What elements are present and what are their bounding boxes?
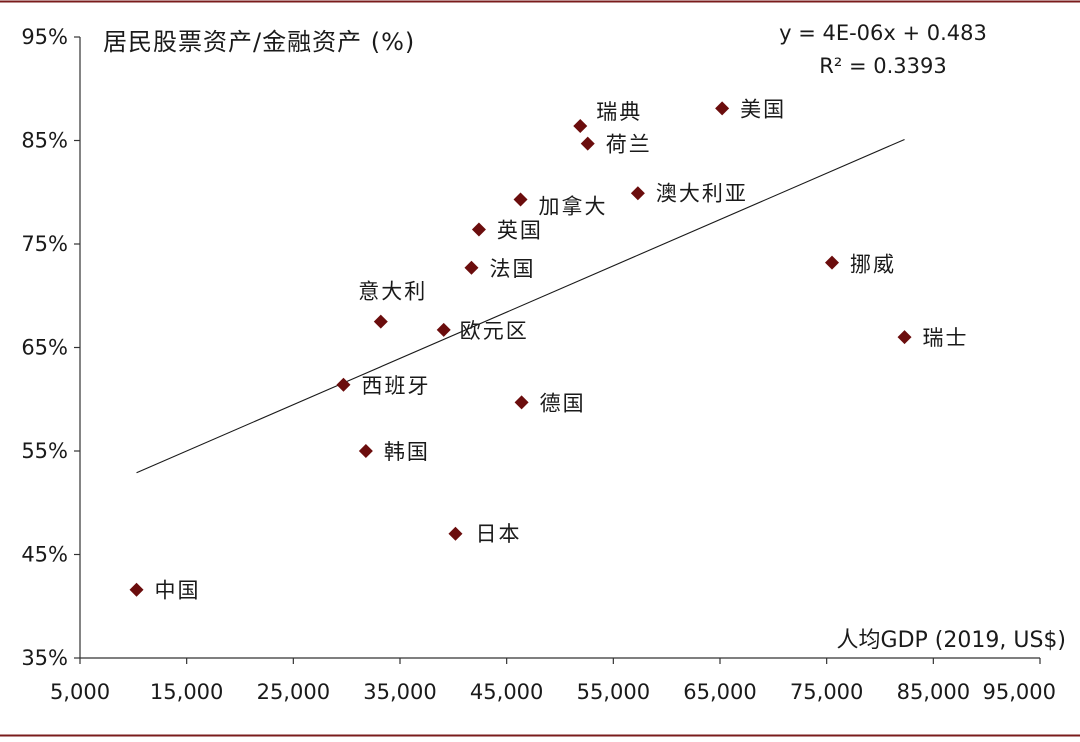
y-tick-label: 35% — [21, 646, 68, 670]
data-point: 英国 — [471, 219, 543, 243]
point-label: 法国 — [489, 257, 535, 281]
point-label: 澳大利亚 — [656, 181, 748, 205]
point-label: 荷兰 — [606, 133, 652, 157]
diamond-marker — [580, 136, 595, 151]
y-axis-title: 居民股票资产/金融资产 (%) — [103, 28, 415, 56]
y-tick-label: 75% — [21, 232, 68, 256]
x-tick-label: 5,000 — [50, 680, 110, 704]
diamond-marker — [825, 255, 839, 270]
diamond-marker — [514, 395, 529, 410]
y-tick-label: 55% — [21, 439, 68, 463]
point-label: 西班牙 — [361, 374, 430, 398]
data-point: 加拿大 — [513, 192, 608, 218]
diamond-marker — [630, 186, 645, 201]
x-tick-label: 45,000 — [470, 680, 543, 704]
data-point: 瑞士 — [897, 326, 969, 350]
diamond-marker — [448, 526, 463, 541]
diamond-marker — [513, 192, 528, 207]
x-axis-ticks: 5,000 15,000 25,000 35,000 45,000 55,000 65,00… — [50, 658, 1056, 704]
y-tick-label: 45% — [21, 543, 68, 567]
diamond-marker — [715, 101, 730, 116]
diamond-marker — [129, 582, 144, 597]
data-point: 德国 — [514, 391, 586, 415]
x-tick-label: 95,000 — [983, 680, 1056, 704]
data-point: 挪威 — [825, 253, 896, 277]
trendline-r-squared: R² = 0.3393 — [819, 54, 946, 78]
data-point: 意大利 — [358, 280, 427, 329]
y-axis-ticks: 35% 45% 55% 65% 75% 85% 95% — [21, 25, 80, 670]
data-point: 澳大利亚 — [630, 181, 748, 205]
point-label: 德国 — [540, 391, 586, 415]
data-point: 法国 — [464, 257, 535, 281]
y-tick-label: 85% — [21, 129, 68, 153]
data-point: 西班牙 — [336, 374, 430, 398]
data-point: 瑞典 — [573, 100, 642, 134]
point-label: 挪威 — [850, 253, 896, 277]
diamond-marker — [358, 444, 373, 458]
point-label: 加拿大 — [539, 194, 608, 218]
x-tick-label: 65,000 — [683, 680, 756, 704]
point-label: 意大利 — [358, 280, 427, 304]
y-tick-label: 95% — [21, 25, 68, 49]
point-label: 日本 — [475, 522, 521, 546]
trendline-equation: y = 4E-06x + 0.483 — [779, 21, 987, 45]
data-point: 日本 — [448, 522, 521, 546]
data-point: 欧元区 — [436, 319, 529, 343]
diamond-marker — [573, 119, 588, 134]
y-tick-label: 65% — [21, 336, 68, 360]
trendline-group — [136, 138, 905, 474]
point-label: 瑞士 — [923, 326, 969, 350]
point-label: 美国 — [740, 97, 786, 121]
point-label: 瑞典 — [596, 100, 642, 124]
x-axis-title: 人均GDP (2019, US$) — [837, 628, 1066, 653]
point-label: 中国 — [155, 579, 201, 603]
x-tick-label: 75,000 — [790, 680, 863, 704]
diamond-marker — [373, 314, 388, 329]
x-tick-label: 15,000 — [150, 680, 223, 704]
point-label: 英国 — [497, 219, 543, 243]
x-tick-label: 55,000 — [577, 680, 650, 704]
diamond-marker — [471, 222, 486, 237]
diamond-marker — [464, 260, 479, 275]
diamond-marker — [436, 322, 451, 337]
diamond-marker — [897, 330, 912, 345]
x-tick-label: 35,000 — [363, 680, 436, 704]
trendline — [136, 138, 905, 474]
point-label: 韩国 — [384, 440, 430, 464]
data-point: 韩国 — [358, 440, 430, 464]
data-point: 中国 — [129, 579, 201, 603]
diamond-marker — [336, 377, 351, 392]
x-tick-label: 25,000 — [257, 680, 330, 704]
data-point: 荷兰 — [580, 133, 652, 157]
data-point: 美国 — [715, 97, 786, 121]
x-tick-label: 85,000 — [897, 680, 970, 704]
point-label: 欧元区 — [460, 319, 529, 343]
